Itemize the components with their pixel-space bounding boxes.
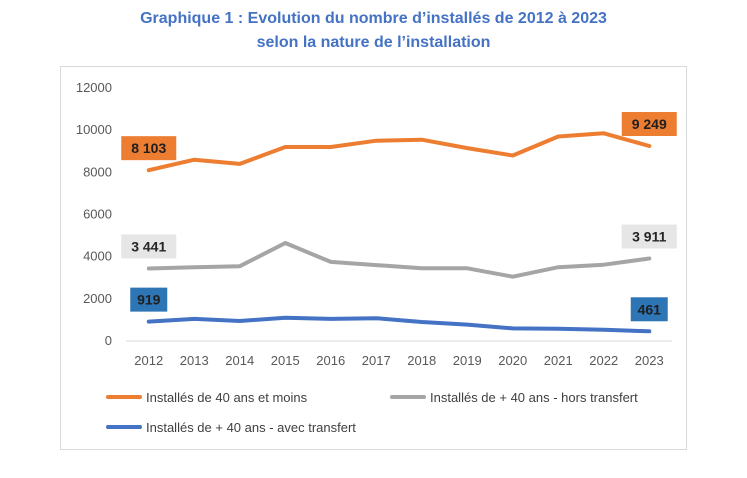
x-tick-label: 2020	[498, 353, 527, 368]
data-label-last-3: 461	[638, 301, 662, 317]
y-tick-label: 8000	[83, 164, 112, 179]
chart-frame	[60, 66, 687, 450]
data-label-first-1: 8 103	[131, 140, 166, 156]
data-label-last-2-box	[621, 224, 677, 249]
data-label-last-3-box	[630, 297, 668, 322]
chart-title-line1: Graphique 1 : Evolution du nombre d’inst…	[140, 10, 607, 27]
y-tick-label: 10000	[76, 122, 112, 137]
x-tick-label: 2022	[589, 353, 618, 368]
x-tick-label: 2014	[225, 353, 254, 368]
x-tick-label: 2012	[134, 353, 163, 368]
x-tick-label: 2016	[316, 353, 345, 368]
x-tick-label: 2018	[407, 353, 436, 368]
y-tick-label: 0	[105, 333, 112, 348]
data-label-last-1: 9 249	[632, 116, 667, 132]
data-label-first-1-box	[121, 136, 177, 161]
series-line-1	[146, 131, 652, 173]
series-line-3	[146, 315, 652, 334]
legend-entry-1: Installés de 40 ans et moins	[146, 390, 308, 405]
x-tick-label: 2021	[544, 353, 573, 368]
data-label-first-3-box	[130, 287, 168, 312]
series-line-2	[146, 241, 652, 279]
legend-entry-3: Installés de + 40 ans - avec transfert	[146, 420, 356, 435]
x-tick-label: 2013	[180, 353, 209, 368]
data-label-last-1-box	[621, 112, 677, 137]
data-label-first-3: 919	[137, 292, 161, 308]
chart-title-line2: selon la nature de l’installation	[256, 34, 491, 51]
data-label-first-2: 3 441	[131, 238, 166, 254]
x-tick-label: 2017	[362, 353, 391, 368]
y-tick-label: 6000	[83, 207, 112, 222]
y-tick-label: 12000	[76, 80, 112, 95]
x-tick-label: 2023	[635, 353, 664, 368]
data-label-first-2-box	[121, 234, 177, 259]
x-tick-label: 2015	[271, 353, 300, 368]
legend-entry-2: Installés de + 40 ans - hors transfert	[430, 390, 638, 405]
y-tick-label: 2000	[83, 291, 112, 306]
y-tick-label: 4000	[83, 249, 112, 264]
data-label-last-2: 3 911	[632, 229, 666, 245]
x-tick-label: 2019	[453, 353, 482, 368]
